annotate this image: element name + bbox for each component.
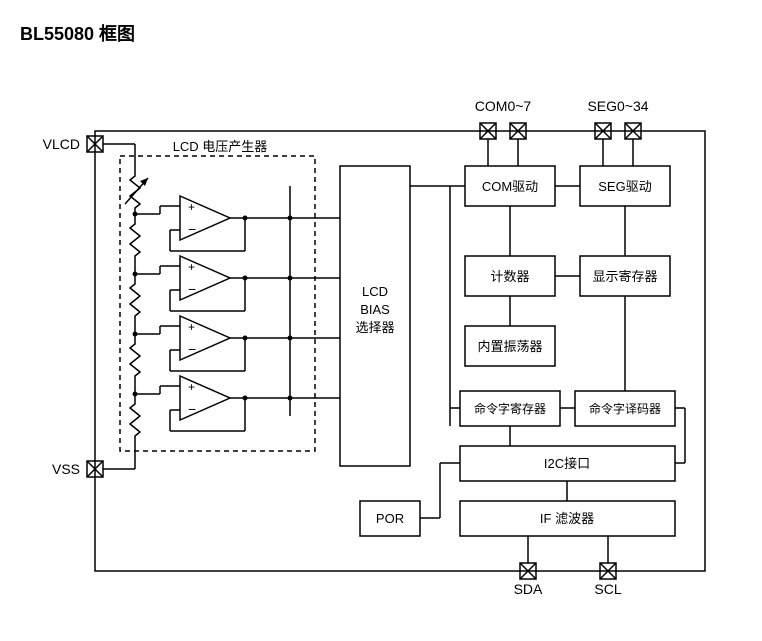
lcd-bias-l2: BIAS [360, 302, 390, 317]
por-label: POR [376, 511, 404, 526]
block-diagram: VLCD VSS COM0~7 SEG0~34 SDA SC [20, 56, 740, 616]
svg-text:+: + [188, 380, 195, 394]
opamp-1: + − [135, 196, 293, 251]
svg-text:−: − [188, 341, 196, 357]
pin-scl: SCL [594, 563, 621, 597]
command-decoder-label: 命令字译码器 [589, 401, 661, 416]
svg-text:−: − [188, 221, 196, 237]
svg-text:+: + [188, 320, 195, 334]
diagram-title: BL55080 框图 [20, 20, 742, 46]
i2c-label: I2C接口 [544, 456, 590, 471]
command-register-label: 命令字寄存器 [474, 401, 546, 416]
com-driver-label: COM驱动 [482, 179, 538, 194]
pin-seg: SEG0~34 [587, 98, 648, 139]
pin-com-label: COM0~7 [475, 98, 532, 114]
counter-label: 计数器 [490, 269, 529, 284]
pin-vlcd-label: VLCD [43, 136, 80, 152]
pin-com: COM0~7 [475, 98, 532, 139]
opamp-2: + − [135, 256, 293, 311]
seg-driver-label: SEG驱动 [598, 179, 651, 194]
lcd-vgen-label: LCD 电压产生器 [173, 139, 268, 154]
svg-text:+: + [188, 260, 195, 274]
lcd-vgen-box [120, 156, 315, 451]
display-register-label: 显示寄存器 [592, 269, 657, 284]
svg-text:−: − [188, 281, 196, 297]
svg-text:+: + [188, 200, 195, 214]
pin-scl-label: SCL [594, 581, 621, 597]
opamp-4: + − [135, 376, 293, 431]
variable-resistor [125, 171, 148, 214]
chip-outline [95, 131, 705, 571]
lcd-bias-l1: LCD [362, 284, 388, 299]
svg-text:−: − [188, 401, 196, 417]
if-filter-label: IF 滤波器 [540, 511, 594, 526]
lcd-bias-l3: 选择器 [355, 320, 394, 335]
pin-vss-label: VSS [52, 461, 80, 477]
pin-seg-label: SEG0~34 [587, 98, 648, 114]
oscillator-label: 内置振荡器 [477, 339, 542, 354]
opamp-3: + − [135, 316, 293, 371]
pin-sda-label: SDA [514, 581, 543, 597]
pin-sda: SDA [514, 563, 543, 597]
pin-vlcd: VLCD [43, 136, 103, 152]
